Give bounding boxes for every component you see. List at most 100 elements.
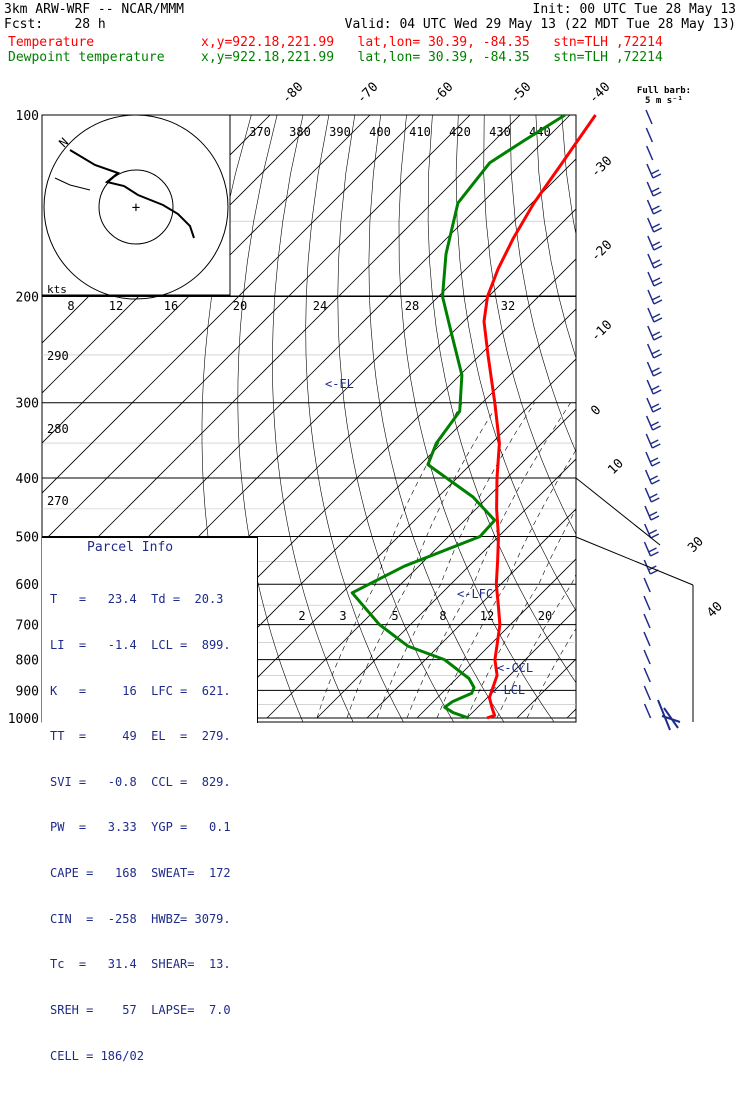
wind-barb-staff <box>647 164 653 178</box>
parcel-info-panel: Parcel Info T = 23.4 Td = 20.3 LI = -1.4… <box>42 537 258 723</box>
wind-barb-staff <box>647 380 653 394</box>
wind-barb-feather <box>654 282 662 286</box>
wind-barb-feather <box>653 372 661 376</box>
surface-wind-barb-cluster <box>658 700 680 730</box>
wind-barb-staff <box>647 416 653 430</box>
speed-tick-label: 32 <box>501 299 515 313</box>
dry-adiabat-line <box>456 115 662 731</box>
moist-adiabat-line <box>467 403 643 718</box>
wind-barb-staff <box>644 686 650 700</box>
wind-barb-feather <box>654 228 662 232</box>
wind-barb-feather <box>653 390 661 394</box>
mixing-ratio-label: 3 <box>339 609 346 623</box>
parcel-row-svi: SVI = -0.8 CCL = 829. <box>50 775 231 790</box>
wind-barb-feather <box>653 210 661 214</box>
wind-barb-staff <box>648 308 654 322</box>
isotherm-label-top: -50 <box>507 80 534 107</box>
wind-barb-feather <box>649 512 657 516</box>
wind-barb-feather <box>652 296 660 300</box>
wind-barb-feather <box>654 336 662 340</box>
wind-barb-staff <box>644 632 650 646</box>
potential-temperature-label: 270 <box>47 494 69 508</box>
wind-barb-feather <box>650 476 658 480</box>
dry-adiabat-line <box>510 115 740 731</box>
pressure-label: 1000 <box>8 712 39 727</box>
wind-barb-feather <box>651 516 659 520</box>
pressure-label: 300 <box>16 397 39 412</box>
theta-label: 430 <box>489 125 511 139</box>
wind-barb-feather <box>651 386 659 390</box>
wind-barb-staff <box>645 704 651 718</box>
isotherm-line <box>317 115 740 718</box>
dry-adiabat-line <box>484 115 713 731</box>
parcel-row-t: T = 23.4 Td = 20.3 <box>50 592 231 607</box>
wind-barb-feather <box>651 404 659 408</box>
isotherm-label-right: -10 <box>588 318 615 345</box>
wind-barb-feather <box>654 318 662 322</box>
wind-barb-staff <box>646 110 652 124</box>
wind-barb-staff <box>647 182 653 196</box>
wind-barb-staff <box>644 668 650 682</box>
pressure-label: 100 <box>16 109 39 124</box>
wind-barb-feather <box>652 278 660 282</box>
mixing-ratio-label: 2 <box>298 609 305 623</box>
wind-barb-staff <box>647 398 653 412</box>
full-barb-label: Full barb: <box>637 86 691 96</box>
wind-barb-feather <box>652 480 660 484</box>
parcel-row-sreh: SREH = 57 LAPSE= 7.0 <box>50 1003 231 1018</box>
speed-tick-label: 24 <box>313 299 327 313</box>
wind-barb-feather <box>651 498 659 502</box>
hodograph-center-mark: + <box>132 200 140 216</box>
wind-barb-feather <box>652 260 660 264</box>
speed-tick-label: 12 <box>109 299 123 313</box>
wind-barb-feather <box>652 462 660 466</box>
isotherm-line <box>617 115 740 718</box>
parcel-level-marker: <-LFC <box>457 587 493 601</box>
parcel-info-title: Parcel Info <box>87 540 173 555</box>
wind-barb-feather <box>651 170 659 174</box>
parcel-row-cape: CAPE = 168 SWEAT= 172 <box>50 866 231 881</box>
sounding-profiles <box>352 115 595 718</box>
wind-barb-feather <box>652 444 660 448</box>
speed-tick-label: 20 <box>233 299 247 313</box>
dry-adiabat-line <box>665 115 740 731</box>
wind-barb-feather <box>652 224 660 228</box>
theta-label: 370 <box>249 125 271 139</box>
isotherm-label-right: 0 <box>588 403 604 419</box>
wind-barb-staff <box>646 128 652 142</box>
pressure-label: 800 <box>16 654 39 669</box>
wind-barb-staff <box>647 200 653 214</box>
wind-barbs <box>576 110 693 730</box>
speed-tick-label: 8 <box>67 299 74 313</box>
pressure-label: 200 <box>16 291 39 306</box>
mixing-ratio-label: 20 <box>538 609 552 623</box>
speed-tick-label: 16 <box>164 299 178 313</box>
wind-barb-staff <box>645 524 651 538</box>
dry-adiabat-line <box>306 115 408 731</box>
theta-label: 420 <box>449 125 471 139</box>
parcel-row-tc: Tc = 31.4 SHEAR= 13. <box>50 957 231 972</box>
mixing-ratio-label: 12 <box>480 609 494 623</box>
parcel-level-marker: <-EL <box>325 377 354 391</box>
isotherm-line <box>367 115 740 718</box>
isotherm-label-right: 40 <box>704 599 726 621</box>
isotherm-label-right: 30 <box>685 534 707 556</box>
dry-adiabat-line <box>691 115 740 731</box>
mixing-ratio-label: 8 <box>439 609 446 623</box>
wind-barb-feather <box>653 174 661 178</box>
dry-adiabat-line <box>717 115 740 731</box>
wind-barb-feather <box>652 350 660 354</box>
wind-barb-feather <box>650 552 658 556</box>
wind-barb-feather <box>654 354 662 358</box>
wind-barb-staff <box>644 596 650 610</box>
wind-barb-feather <box>654 246 662 250</box>
parcel-level-marker: <-CCL <box>497 661 533 675</box>
dry-adiabat-line <box>272 115 357 731</box>
wind-barb-feather <box>651 206 659 210</box>
wind-barb-feather <box>651 368 659 372</box>
parcel-row-pw: PW = 3.33 YGP = 0.1 <box>50 820 231 835</box>
pressure-label: 900 <box>16 684 39 699</box>
speed-tick-label: 28 <box>405 299 419 313</box>
parcel-row-cell: CELL = 186/02 <box>50 1049 231 1064</box>
